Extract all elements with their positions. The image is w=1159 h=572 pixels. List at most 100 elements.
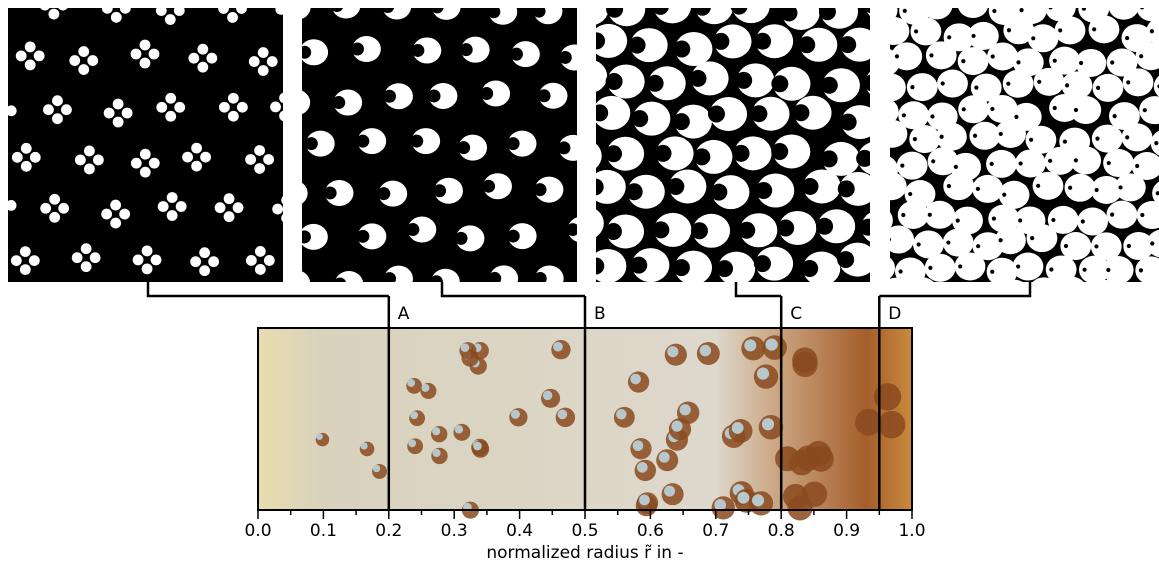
spot-center bbox=[557, 409, 568, 420]
pattern-notch bbox=[863, 74, 870, 92]
pattern-notch bbox=[750, 105, 768, 123]
pattern-blob bbox=[906, 73, 938, 102]
pattern-blob bbox=[272, 203, 283, 215]
pattern-notch bbox=[901, 212, 906, 218]
pattern-notch bbox=[1048, 8, 1053, 10]
pattern-notch bbox=[939, 134, 944, 139]
pattern-blob bbox=[254, 246, 266, 257]
pattern-blob bbox=[263, 255, 275, 266]
pattern-blob bbox=[197, 43, 209, 55]
x-tick-label: 0.8 bbox=[768, 521, 795, 541]
spot-center bbox=[751, 494, 765, 507]
pattern-blob bbox=[191, 160, 202, 172]
pattern-notch bbox=[871, 167, 875, 171]
pattern-blob bbox=[101, 8, 113, 14]
pattern-blob bbox=[191, 142, 202, 154]
spot-center bbox=[731, 421, 744, 434]
shell-spots bbox=[315, 335, 906, 521]
pattern-blob bbox=[279, 110, 283, 122]
pattern-blob bbox=[1077, 207, 1109, 236]
pattern-notch bbox=[946, 184, 951, 189]
pattern-notch bbox=[1048, 158, 1053, 163]
pattern-blob bbox=[507, 130, 537, 157]
x-tick-label: 1.0 bbox=[898, 521, 925, 541]
pattern-notch bbox=[738, 221, 756, 239]
x-tick-label: 0.4 bbox=[506, 521, 533, 541]
pattern-notch bbox=[732, 144, 750, 162]
pattern-notch bbox=[916, 242, 921, 247]
pattern-notch bbox=[1016, 264, 1021, 269]
pattern-blob bbox=[110, 199, 122, 211]
pattern-notch bbox=[672, 259, 690, 277]
pattern-notch bbox=[871, 110, 875, 114]
pattern-notch bbox=[1052, 105, 1057, 111]
pattern-blob bbox=[1088, 15, 1120, 44]
pattern-blob bbox=[407, 216, 437, 243]
spot bbox=[855, 408, 883, 436]
pattern-blob bbox=[333, 89, 363, 116]
pattern-blob bbox=[607, 64, 645, 99]
pattern-blob bbox=[752, 96, 790, 131]
pattern-blob bbox=[188, 52, 200, 64]
pattern-blob bbox=[998, 180, 1030, 209]
pattern-blob bbox=[898, 101, 930, 130]
pattern-panel bbox=[596, 8, 870, 282]
spot-center bbox=[761, 418, 775, 431]
pattern-notch bbox=[1119, 294, 1123, 298]
pattern-notch bbox=[1051, 217, 1056, 223]
pattern-blob bbox=[924, 200, 955, 229]
pattern-notch bbox=[332, 96, 346, 110]
pattern-notch bbox=[901, 113, 906, 118]
pattern-blob bbox=[890, 73, 906, 102]
pattern-notch bbox=[998, 131, 1003, 137]
pattern-notch bbox=[816, 217, 834, 235]
pattern-notch bbox=[506, 229, 520, 243]
pattern-blob bbox=[596, 209, 604, 237]
spot-center bbox=[316, 433, 323, 441]
pattern-blob bbox=[236, 8, 247, 14]
pattern-notch bbox=[1014, 114, 1019, 119]
pattern-notch bbox=[839, 113, 857, 131]
pattern-notch bbox=[910, 85, 915, 90]
pattern-notch bbox=[1093, 292, 1097, 296]
pattern-blob bbox=[1106, 200, 1138, 229]
pattern-blob bbox=[302, 8, 311, 19]
pattern-blob bbox=[712, 175, 750, 210]
pattern-blob bbox=[1033, 67, 1065, 96]
pattern-notch bbox=[947, 35, 952, 40]
pattern-blob bbox=[986, 257, 1018, 282]
pattern-blob bbox=[952, 206, 983, 235]
spot-center bbox=[699, 344, 712, 357]
pattern-blob bbox=[1131, 152, 1159, 180]
pattern-notch bbox=[1030, 236, 1035, 241]
pattern-blob bbox=[148, 157, 160, 169]
pattern-notch bbox=[558, 50, 572, 64]
pattern-blob bbox=[52, 95, 63, 107]
pattern-blob bbox=[1114, 173, 1146, 202]
spot-center bbox=[542, 390, 553, 401]
pattern-blob bbox=[1091, 175, 1122, 204]
pattern-panel bbox=[8, 8, 283, 282]
pattern-blob bbox=[954, 252, 986, 281]
pattern-blob bbox=[10, 255, 22, 267]
pattern-blob bbox=[1054, 16, 1086, 45]
pattern-notch bbox=[1155, 191, 1159, 196]
pattern-notch bbox=[596, 32, 606, 50]
x-tick-label: 0.9 bbox=[833, 521, 860, 541]
pattern-blob bbox=[20, 142, 32, 154]
pattern-notch bbox=[753, 255, 771, 273]
pattern-blob bbox=[924, 253, 956, 282]
pattern-notch bbox=[1126, 80, 1131, 85]
pattern-blob bbox=[324, 179, 354, 206]
pattern-blob bbox=[80, 243, 92, 255]
pattern-blob bbox=[986, 149, 1017, 178]
pattern-blob bbox=[995, 119, 1026, 148]
marker-label: A bbox=[398, 304, 410, 324]
pattern-blob bbox=[891, 42, 923, 71]
pattern-blob bbox=[19, 264, 31, 276]
pattern-blob bbox=[148, 48, 160, 60]
pattern-notch bbox=[1036, 183, 1041, 188]
pattern-notch bbox=[974, 85, 979, 90]
pattern-notch bbox=[928, 265, 933, 270]
pattern-blob bbox=[357, 223, 387, 250]
